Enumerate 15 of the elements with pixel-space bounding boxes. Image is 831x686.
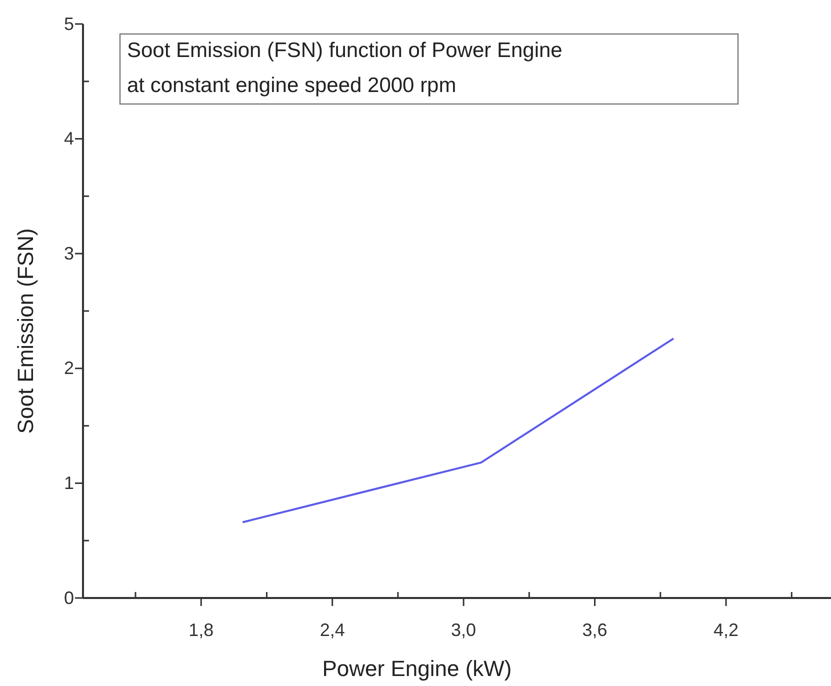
x-tick-label: 4,2 <box>714 620 739 640</box>
x-tick-label: 3,6 <box>582 620 608 640</box>
y-tick-label: 4 <box>64 128 74 149</box>
y-tick-label: 5 <box>64 14 74 34</box>
y-tick-label: 3 <box>64 243 74 264</box>
x-tick-label: 3,0 <box>451 620 476 640</box>
y-tick-label: 2 <box>64 358 74 378</box>
text: Soot Emission (FSN) function of Power Engine <box>127 39 562 62</box>
y-tick-label: 0 <box>64 588 74 608</box>
x-axis-title: Power Engine (kW) <box>322 656 512 681</box>
y-axis-title: Soot Emission (FSN) <box>13 228 38 434</box>
y-tick-label: 1 <box>64 472 74 493</box>
text: at constant engine speed 2000 rpm <box>127 74 456 97</box>
x-tick-label: 2,4 <box>320 620 345 640</box>
x-tick-label: 1,8 <box>188 620 214 640</box>
